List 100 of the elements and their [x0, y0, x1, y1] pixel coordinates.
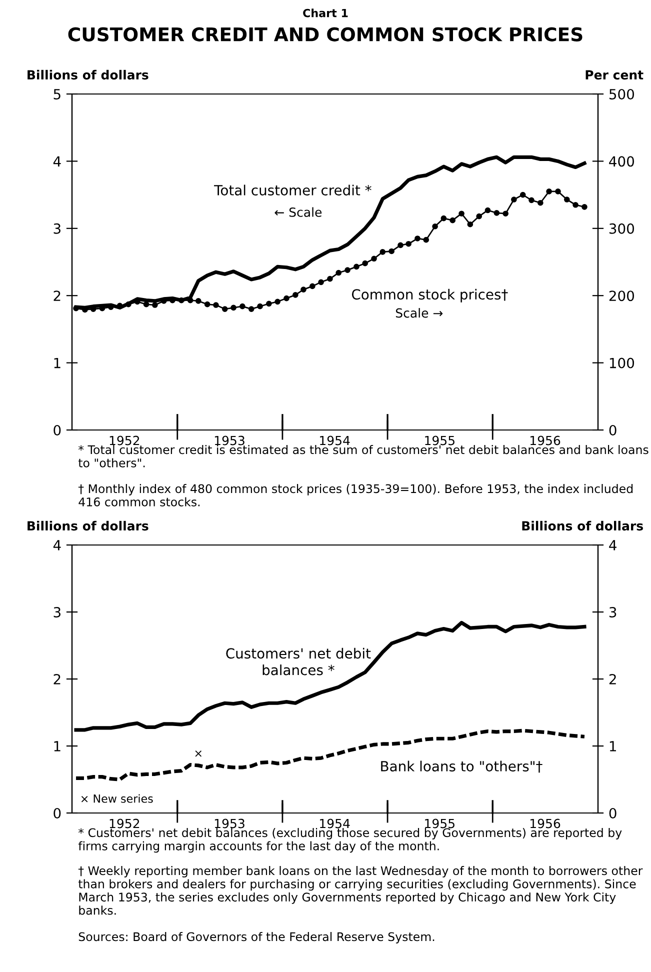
point	[336, 270, 342, 276]
annotation: Scale →	[396, 308, 443, 318]
x-tick-label: 1956	[530, 436, 560, 446]
text: * Customers' net debit balances (excluding those secured by Governments) are reported by firms carrying margin accounts for the last day of the month.	[78, 828, 622, 853]
point	[388, 248, 394, 254]
y2-tick-label: 0	[609, 808, 616, 818]
x-tick-label: 1953	[214, 436, 244, 446]
point	[284, 295, 290, 302]
point	[467, 221, 474, 228]
y2-tick-label: 400	[609, 156, 634, 167]
point	[327, 276, 333, 282]
y-tick-label: 2	[54, 674, 60, 684]
point	[582, 204, 588, 210]
y2-tick-label: 1	[610, 741, 616, 752]
chart-subtitle: Chart 1	[303, 8, 348, 18]
y2-tick-label: 2	[609, 674, 616, 684]
point	[152, 302, 158, 308]
y-tick-label: 5	[54, 89, 60, 100]
x-tick-label: 1956	[530, 818, 560, 828]
y2-axis-title: Per cent	[586, 70, 644, 80]
point	[564, 196, 570, 202]
point	[546, 188, 552, 194]
series-label: Common stock prices†	[352, 288, 508, 302]
point	[292, 292, 298, 298]
point	[213, 302, 219, 308]
annotation: ×	[195, 750, 202, 757]
point	[222, 306, 228, 312]
x-tick-label: 1954	[320, 818, 350, 828]
point	[432, 223, 438, 230]
point	[362, 260, 368, 266]
y2-tick-label: 4	[609, 540, 616, 550]
x-tick-label: 1954	[320, 436, 350, 446]
annotation: × New series	[81, 794, 153, 803]
point	[266, 300, 272, 307]
point	[511, 196, 517, 202]
point	[354, 264, 360, 270]
y-axis-title: Billions of dollars	[28, 520, 148, 531]
point	[380, 249, 386, 255]
y-tick-label: 3	[54, 223, 60, 234]
point	[458, 210, 464, 217]
point	[440, 215, 447, 222]
point	[406, 240, 412, 247]
y2-tick-label: 500	[609, 88, 634, 100]
point	[309, 283, 316, 290]
chart-title: CUSTOMER CREDIT AND COMMON STOCK PRICES	[68, 27, 582, 42]
point	[126, 301, 132, 308]
point	[520, 192, 526, 198]
point	[257, 303, 263, 310]
text: † Weekly reporting member bank loans on the last Wednesday of the month to borrowers other than brokers and dealers for purchasing or carrying securities (excluding Governments). Since March 1953, the series excludes only Governments reported by Chicago and New York City banks.	[78, 866, 643, 915]
point	[555, 188, 561, 194]
y-tick-label: 0	[54, 424, 61, 436]
point	[143, 301, 150, 308]
point	[344, 267, 350, 273]
y-tick-label: 2	[54, 290, 60, 301]
point	[195, 298, 202, 304]
x-tick-label: 1952	[110, 818, 140, 828]
y2-tick-label: 200	[609, 290, 634, 302]
point	[371, 256, 377, 262]
y2-tick-label: 100	[610, 358, 634, 368]
point	[204, 301, 210, 308]
point	[248, 306, 254, 312]
annotation: ← Scale	[274, 207, 322, 217]
point	[240, 303, 246, 310]
point	[484, 207, 491, 214]
series-label: Bank loans to "others"†	[381, 760, 542, 773]
series-label: Total customer credit *	[214, 184, 372, 196]
point	[494, 210, 500, 216]
y-tick-label: 1	[54, 358, 60, 368]
y2-tick-label: 0	[609, 424, 616, 436]
x-tick-label: 1953	[214, 818, 244, 828]
point	[300, 286, 306, 292]
source-note: Sources: Board of Governors of the Federal Reserve System.	[78, 932, 434, 944]
x-tick-label: 1952	[110, 436, 140, 446]
point	[274, 298, 280, 305]
y-tick-label: 0	[54, 808, 61, 818]
x-tick-label: 1955	[425, 436, 454, 446]
y2-tick-label: 300	[609, 223, 634, 234]
point	[318, 279, 324, 286]
point	[476, 213, 482, 220]
y-tick-label: 3	[54, 606, 60, 618]
point	[502, 210, 508, 217]
point	[572, 202, 578, 208]
point	[230, 304, 236, 311]
x-tick-label: 1955	[425, 818, 454, 828]
y-tick-label: 4	[53, 156, 61, 166]
y2-axis-title: Billions of dollars	[522, 520, 643, 531]
point	[398, 242, 404, 248]
point	[450, 217, 456, 224]
point	[414, 236, 420, 242]
series-label: Customers' net debit balances *	[226, 648, 371, 676]
text: * Total customer credit is estimated as the sum of customers' net debit balances and bank loans to "others".	[78, 445, 648, 468]
point	[538, 200, 544, 206]
point	[423, 236, 430, 243]
y-tick-label: 1	[54, 741, 60, 752]
y-tick-label: 4	[53, 540, 61, 550]
y-axis-title: Billions of dollars	[28, 70, 148, 80]
text: † Monthly index of 480 common stock prices (1935-39=100). Before 1953, the index included 416 common stocks.	[78, 484, 633, 506]
line-series	[74, 728, 586, 782]
point	[528, 197, 534, 204]
y2-tick-label: 3	[609, 606, 616, 618]
